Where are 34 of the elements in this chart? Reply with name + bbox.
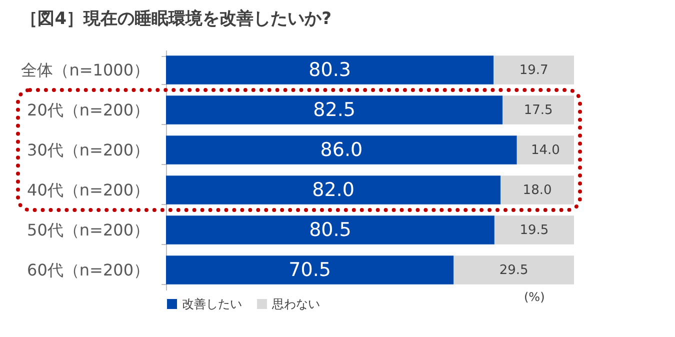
bar <box>166 216 494 244</box>
data-label: 14.0 <box>530 143 560 158</box>
data-label: 82.5 <box>313 99 356 121</box>
chart-title: ［図4］現在の睡眠環境を改善したいか? <box>20 8 332 29</box>
data-label: 18.0 <box>522 183 552 198</box>
legend-label: 思わない <box>271 297 320 311</box>
bar <box>166 56 494 84</box>
bar <box>166 256 454 284</box>
bar <box>166 96 503 124</box>
bar <box>502 96 574 124</box>
y-tick-label: 20代（n=200） <box>27 100 150 120</box>
data-label: 17.5 <box>524 103 553 118</box>
y-tick-label: 60代（n=200） <box>27 260 150 280</box>
bar <box>166 176 501 204</box>
bar <box>516 136 574 164</box>
bar <box>494 56 574 84</box>
bar <box>494 216 574 244</box>
y-tick-label: 30代（n=200） <box>27 140 150 160</box>
y-tick-label: 50代（n=200） <box>27 220 150 240</box>
bar <box>454 256 574 284</box>
data-label: 80.3 <box>308 59 351 81</box>
bar <box>166 136 517 164</box>
data-label: 70.5 <box>288 259 331 281</box>
data-label: 86.0 <box>320 139 363 161</box>
data-label: 82.0 <box>312 179 354 201</box>
data-label: 80.5 <box>309 219 352 241</box>
annotation: (%) <box>524 290 545 304</box>
data-label: 29.5 <box>499 263 528 278</box>
y-tick-label: 全体（n=1000） <box>21 60 150 80</box>
data-label: 19.5 <box>520 223 549 238</box>
data-label: 19.7 <box>519 63 548 78</box>
bar <box>500 176 574 204</box>
legend-label: 改善したい <box>182 297 242 311</box>
y-tick-label: 40代（n=200） <box>27 180 150 200</box>
